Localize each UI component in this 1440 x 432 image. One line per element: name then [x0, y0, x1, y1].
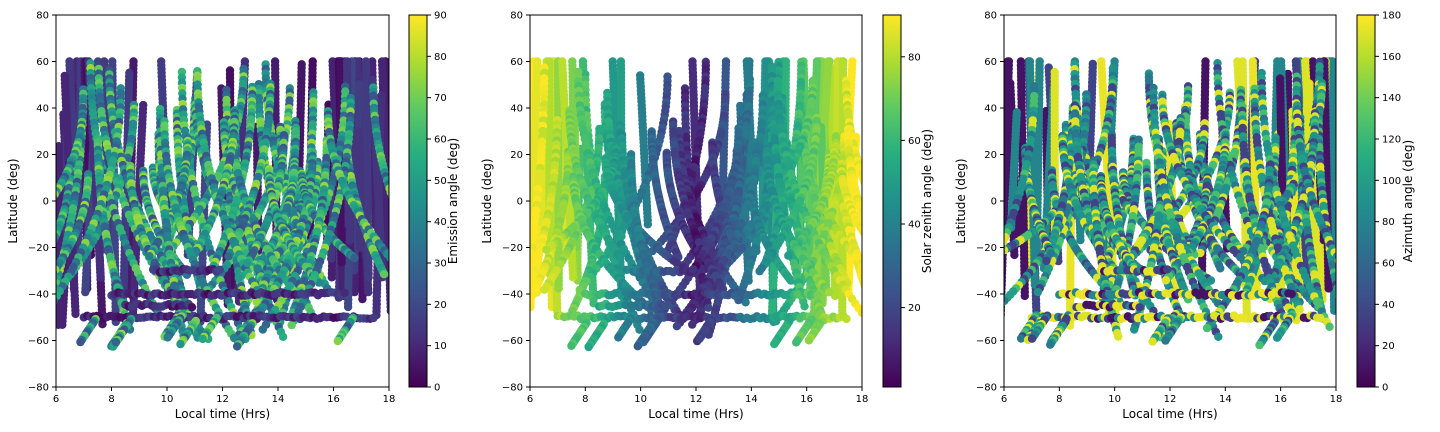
scatter-point: [56, 190, 59, 199]
scatter-point: [327, 273, 336, 282]
scatter-point: [4, 245, 12, 253]
scatter-point: [386, 188, 389, 197]
scatter-point: [35, 264, 43, 272]
scatter-point: [29, 219, 37, 227]
scatter-point: [56, 236, 58, 244]
scatter-point: [33, 267, 41, 275]
scatter-point: [10, 301, 18, 309]
scatter-point: [364, 287, 373, 297]
scatter-point: [234, 273, 243, 283]
scatter-point: [45, 301, 53, 309]
scatter-point: [31, 216, 39, 224]
scatter-point: [24, 225, 32, 233]
scatter-point: [431, 281, 439, 289]
scatter-point: [21, 228, 29, 236]
scatter-point: [39, 258, 47, 266]
scatter-point: [34, 213, 42, 221]
scatter-point: [15, 294, 23, 302]
scatter-point: [379, 270, 389, 279]
scatter-point: [56, 320, 63, 329]
scatter-point: [71, 309, 80, 319]
scatter-point: [386, 306, 389, 315]
scatter-point: [344, 221, 353, 230]
scatter-point: [56, 241, 57, 246]
scatter-point: [38, 208, 46, 216]
scatter-point: [17, 291, 25, 299]
scatter-point: [364, 273, 373, 282]
scatter-point: [388, 241, 389, 246]
scatter-point: [253, 264, 262, 273]
scatter-point: [350, 287, 359, 297]
scatter-point: [5, 307, 13, 315]
scatter-point: [2, 310, 10, 318]
scatter-point: [390, 277, 398, 285]
scatter-point: [390, 273, 398, 281]
scatter-point: [327, 254, 336, 263]
scatter-points: [1, 57, 442, 351]
scatter-point: [345, 236, 355, 245]
scatter-point: [32, 270, 40, 278]
scatter-point: [390, 269, 398, 277]
scatter-point: [399, 221, 407, 229]
scatter-point: [278, 332, 288, 341]
scatter-point: [389, 266, 397, 274]
scatter-point: [44, 306, 52, 314]
scatter-point: [337, 258, 346, 267]
scatter-point: [388, 257, 389, 260]
scatter-point: [358, 294, 367, 304]
scatter-point: [389, 196, 397, 204]
scatter-point: [12, 298, 20, 306]
scatter-point: [37, 261, 45, 269]
scatter-point: [19, 288, 27, 296]
scatter-point: [30, 273, 38, 281]
scatter-point: [356, 243, 365, 252]
scatter-point: [434, 285, 442, 293]
scatter-point: [391, 200, 399, 208]
scatter-point: [388, 245, 389, 250]
scatter-point: [388, 253, 389, 257]
scatter-point: [1, 248, 9, 256]
scatter-point: [7, 304, 15, 312]
scatter-point: [26, 279, 34, 287]
scatter-point: [252, 297, 261, 307]
scatter-point: [36, 210, 44, 218]
scatter-point: [40, 255, 48, 263]
scatter-point: [393, 205, 401, 213]
scatter-point: [429, 277, 437, 285]
scatter-point: [397, 217, 405, 225]
scatter-point: [388, 249, 389, 253]
scatter-point: [394, 209, 402, 217]
scatter-point: [389, 258, 397, 266]
scatter-point: [426, 273, 434, 281]
scatter-point: [396, 213, 404, 221]
scatter-point: [26, 222, 34, 230]
scatter-point: [96, 273, 105, 282]
scatter-point: [389, 262, 397, 270]
scatter-point: [81, 287, 90, 297]
scatter-point: [56, 233, 60, 242]
scatter-point: [28, 276, 36, 284]
scatter-point: [401, 225, 409, 233]
scatter-point: [343, 302, 353, 312]
